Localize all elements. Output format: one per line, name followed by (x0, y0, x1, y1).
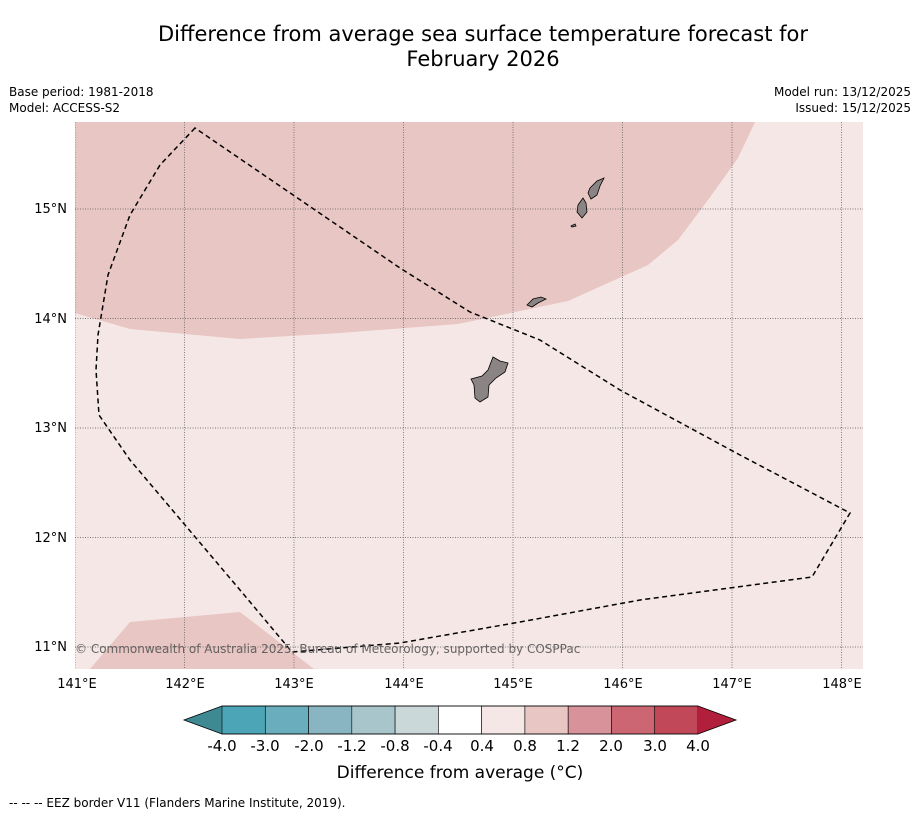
island-rota (526, 296, 547, 308)
lon-labels: 141°E 142°E 143°E 144°E 145°E 146°E 147°… (57, 677, 862, 692)
colorbar-tick: -4.0 (207, 737, 236, 755)
colorbar-tick: 3.0 (643, 737, 667, 755)
meta-right: Model run: 13/12/2025 Issued: 15/12/2025 (774, 84, 911, 116)
lon-label: 141°E (57, 677, 97, 692)
island-tinian (576, 197, 588, 219)
colorbar (182, 705, 738, 735)
chart-title-line2: February 2026 (406, 47, 560, 71)
land-masses (470, 177, 605, 403)
lon-label: 143°E (274, 677, 314, 692)
lon-label: 142°E (165, 677, 205, 692)
colorbar-tick: -0.8 (380, 737, 409, 755)
colorbar-cell (567, 705, 612, 735)
lat-label: 15°N (34, 202, 67, 217)
colorbar-tick: 1.2 (556, 737, 580, 755)
colorbar-tick: -1.2 (337, 737, 366, 755)
base-period: Base period: 1981-2018 (9, 85, 154, 99)
colorbar-cell (611, 705, 656, 735)
colorbar-outline (182, 705, 738, 735)
anomaly-mid-region-south (90, 612, 314, 669)
copyright-notice: © Commonwealth of Australia 2025, Bureau… (75, 642, 580, 656)
colorbar-cell (264, 705, 309, 735)
issued-date: Issued: 15/12/2025 (795, 101, 911, 115)
eez-border (95, 127, 852, 653)
colorbar-tick-labels: -4.0 -3.0 -2.0 -1.2 -0.8 -0.4 0.4 0.8 1.… (207, 737, 710, 755)
colorbar-tick: -2.0 (294, 737, 323, 755)
map-area: © Commonwealth of Australia 2025, Bureau… (75, 122, 863, 669)
lon-label: 147°E (712, 677, 752, 692)
colorbar-tick: 4.0 (686, 737, 710, 755)
chart-title-line1: Difference from average sea surface temp… (158, 22, 808, 46)
lat-label: 11°N (34, 640, 67, 655)
colorbar-cells (221, 705, 699, 735)
colorbar-cell (481, 705, 526, 735)
model-name: Model: ACCESS-S2 (9, 101, 121, 115)
lon-label: 146°E (603, 677, 643, 692)
colorbar-extend-high (698, 706, 736, 734)
island-saipan (587, 177, 605, 200)
lon-label: 148°E (822, 677, 862, 692)
colorbar-tick: -3.0 (250, 737, 279, 755)
lon-label: 144°E (384, 677, 424, 692)
colorbar-tick: -0.4 (423, 737, 452, 755)
colorbar-cell (524, 705, 569, 735)
colorbar-cell (438, 705, 482, 735)
lat-label: 13°N (34, 421, 67, 436)
colorbar-cell (308, 705, 353, 735)
chart-title: Difference from average sea surface temp… (0, 22, 919, 72)
anomaly-mid-region-north (75, 122, 755, 339)
gridlines (75, 122, 863, 669)
colorbar-cell (351, 705, 396, 735)
island-aguijan (570, 223, 577, 228)
lat-label: 14°N (34, 312, 67, 327)
footnote: -- -- -- EEZ border V11 (Flanders Marine… (9, 796, 346, 810)
colorbar-cell (221, 705, 266, 735)
meta-left: Base period: 1981-2018 Model: ACCESS-S2 (9, 84, 154, 116)
lat-labels: 15°N 14°N 13°N 12°N 11°N (34, 202, 67, 655)
lat-label: 12°N (34, 531, 67, 546)
model-run: Model run: 13/12/2025 (773, 85, 911, 99)
colorbar-label: Difference from average (°C) (336, 763, 584, 783)
colorbar-tick: 0.4 (470, 737, 494, 755)
colorbar-extend-low (184, 706, 222, 734)
colorbar-tick: 0.8 (513, 737, 537, 755)
lon-label: 145°E (493, 677, 533, 692)
colorbar-tick: 2.0 (599, 737, 623, 755)
island-guam (470, 356, 509, 403)
colorbar-cell (654, 705, 699, 735)
colorbar-cell (394, 705, 439, 735)
